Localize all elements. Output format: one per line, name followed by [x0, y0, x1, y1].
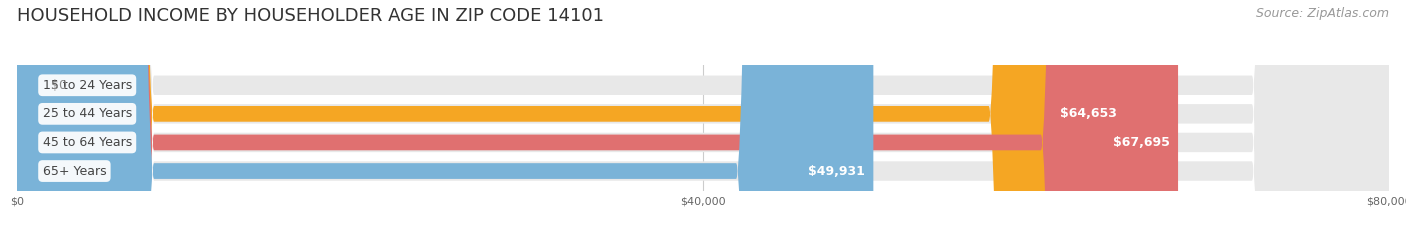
Text: $49,931: $49,931 [808, 164, 865, 178]
FancyBboxPatch shape [17, 0, 1389, 233]
Text: Source: ZipAtlas.com: Source: ZipAtlas.com [1256, 7, 1389, 20]
FancyBboxPatch shape [17, 0, 873, 233]
Text: $0: $0 [51, 79, 67, 92]
Text: HOUSEHOLD INCOME BY HOUSEHOLDER AGE IN ZIP CODE 14101: HOUSEHOLD INCOME BY HOUSEHOLDER AGE IN Z… [17, 7, 603, 25]
Text: 45 to 64 Years: 45 to 64 Years [42, 136, 132, 149]
Text: 15 to 24 Years: 15 to 24 Years [42, 79, 132, 92]
FancyBboxPatch shape [17, 0, 1389, 233]
FancyBboxPatch shape [17, 0, 1389, 233]
Text: $67,695: $67,695 [1112, 136, 1170, 149]
Text: $64,653: $64,653 [1060, 107, 1118, 120]
Text: 25 to 44 Years: 25 to 44 Years [42, 107, 132, 120]
FancyBboxPatch shape [17, 0, 1178, 233]
FancyBboxPatch shape [17, 0, 1126, 233]
FancyBboxPatch shape [17, 0, 1389, 233]
Text: 65+ Years: 65+ Years [42, 164, 107, 178]
